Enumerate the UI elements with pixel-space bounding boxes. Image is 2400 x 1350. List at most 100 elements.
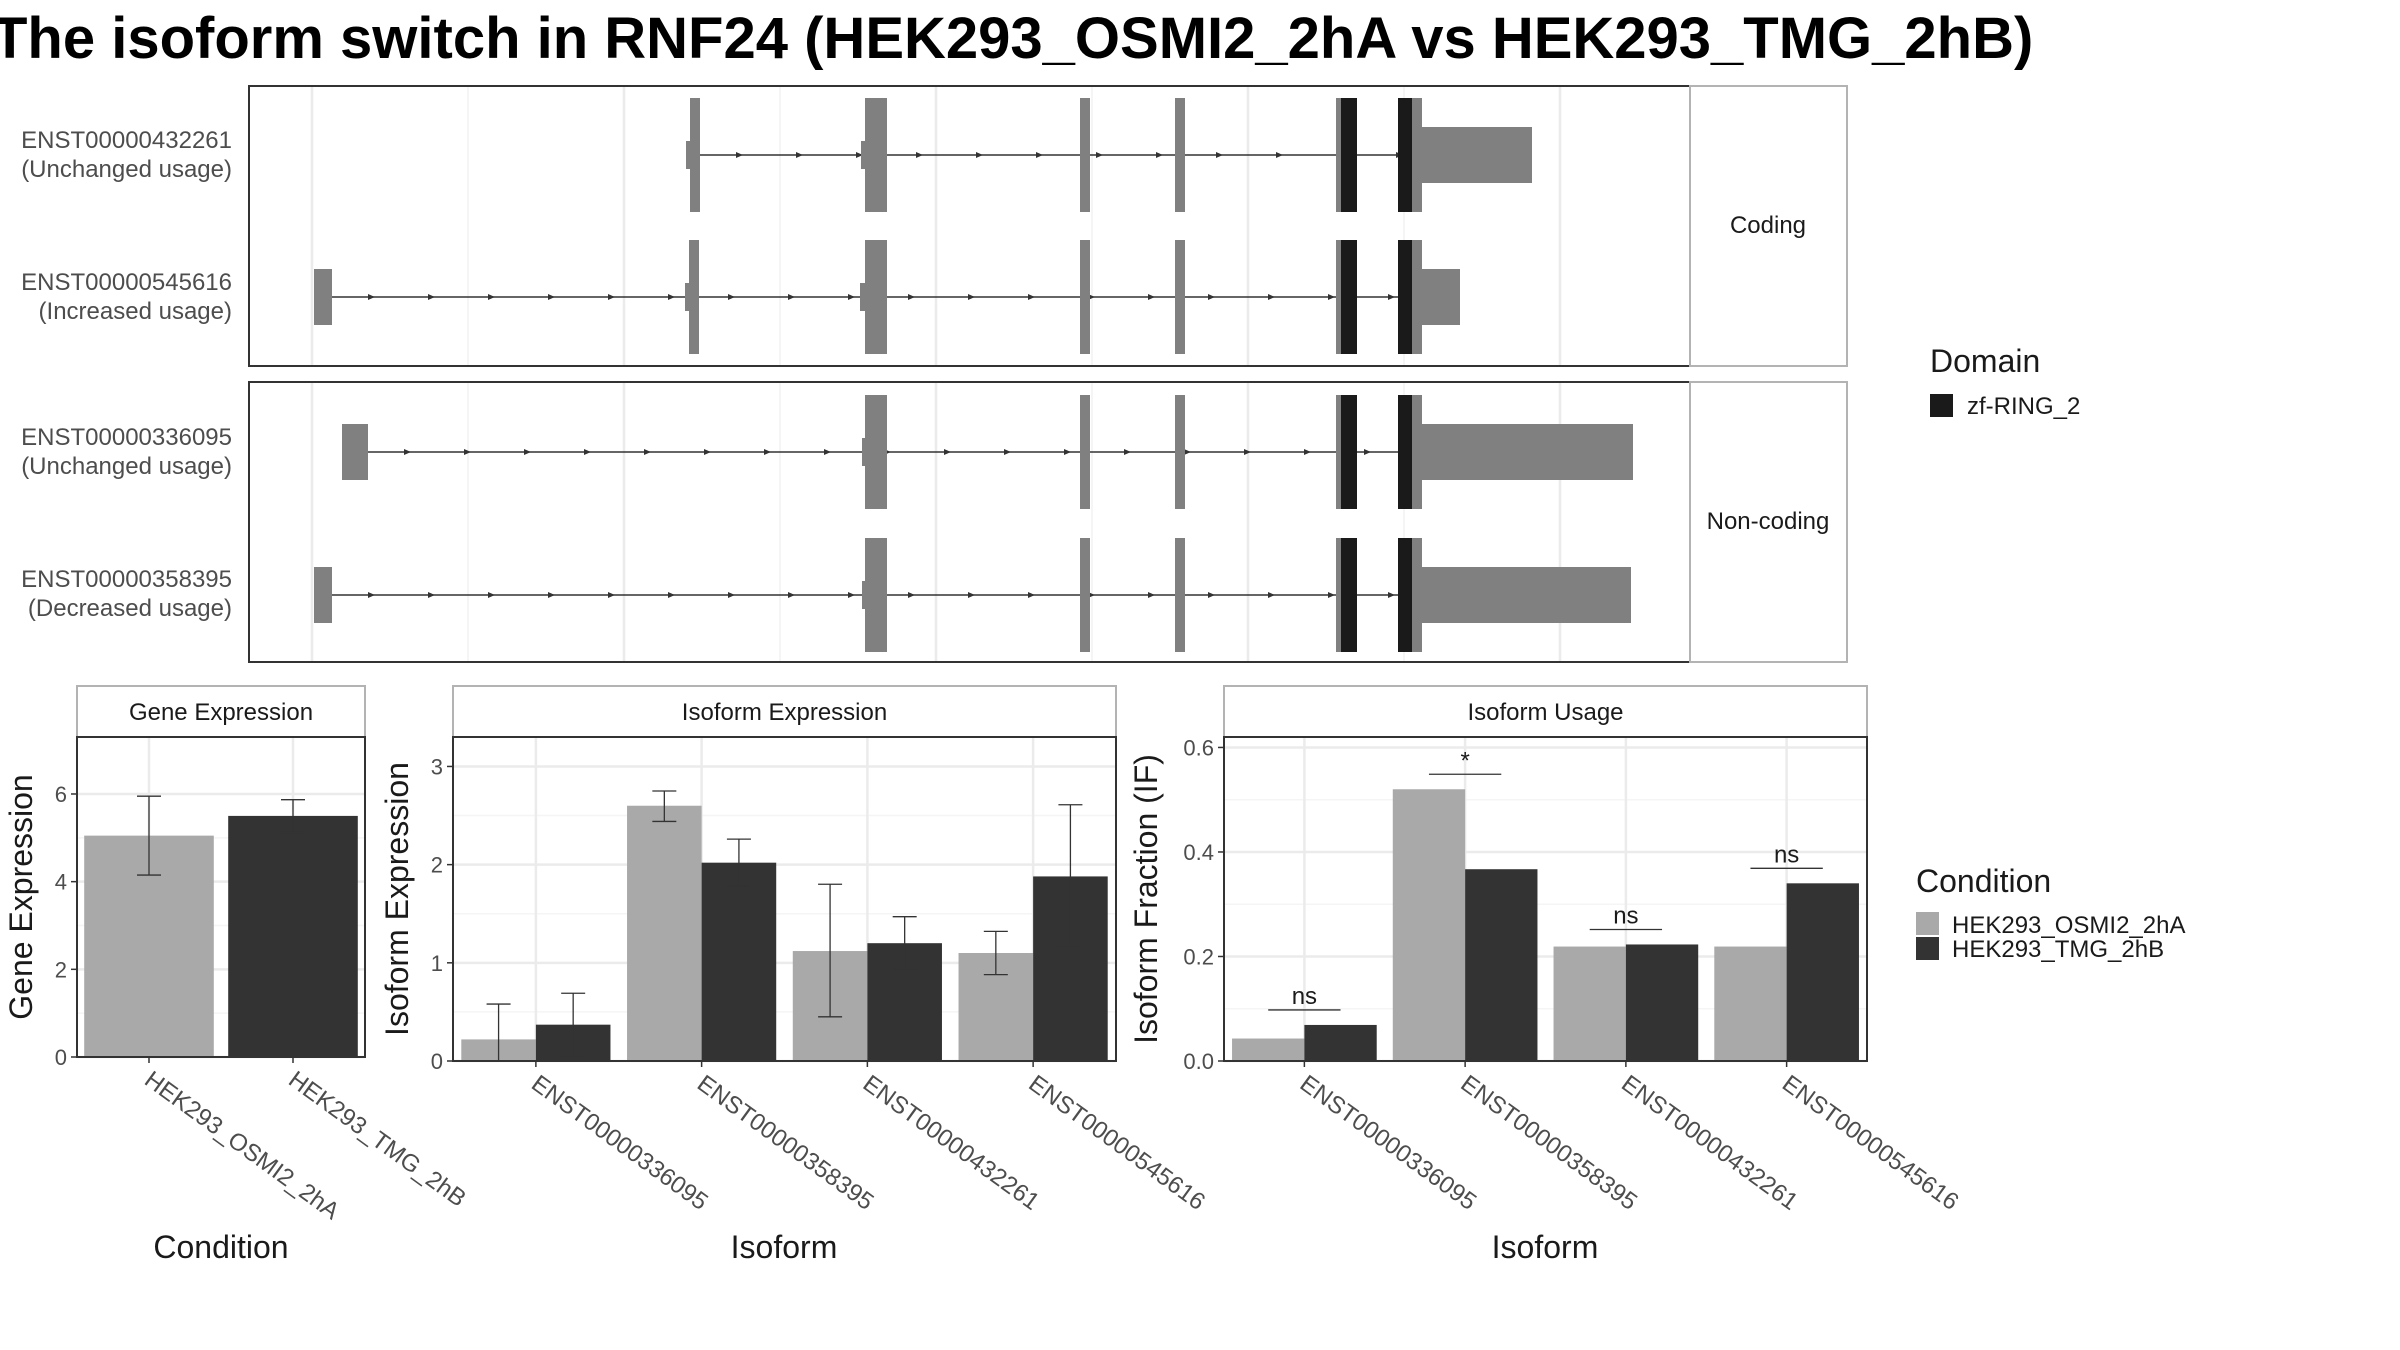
y-tick-label: 3 [431,754,443,779]
exon [314,269,332,325]
direction-arrow [584,449,591,455]
exon [1412,240,1422,354]
bar [228,815,358,1057]
direction-arrow [404,449,411,455]
direction-arrow [788,592,795,598]
utr-exon [1420,127,1532,183]
direction-arrow [524,449,531,455]
direction-arrow [976,152,983,158]
x-tick-label: ENST00000432261 [858,1070,1044,1216]
exon [865,240,887,354]
direction-arrow [488,294,495,300]
plot-border [452,736,1117,1062]
direction-arrow [944,449,951,455]
significance-label: ns [1774,841,1799,868]
domain-legend-label: zf-RING_2 [1967,393,2080,420]
direction-arrow [968,592,975,598]
direction-arrow [1208,592,1215,598]
bar [627,805,702,1061]
direction-arrow [368,294,375,300]
domain-block [1398,538,1412,652]
condition-legend-swatch [1916,937,1939,960]
y-tick-label: 6 [55,782,67,807]
x-tick-label: ENST00000358395 [692,1070,878,1216]
domain-block [1398,98,1412,212]
condition-legend-label: HEK293_TMG_2hB [1952,936,2164,963]
x-axis-title: Isoform [731,1229,838,1265]
utr-exon [860,283,865,311]
direction-arrow [608,592,615,598]
utr-exon [862,438,866,466]
panel-strip [452,685,1117,738]
exon [1175,98,1185,212]
y-tick-label: 1 [431,951,443,976]
exon [1080,240,1090,354]
y-tick-label: 4 [55,870,67,895]
panel-title: Gene Expression [129,699,313,726]
domain-legend-title: Domain [1930,343,2040,379]
direction-arrow [856,152,863,158]
bar [1465,869,1538,1061]
bar [1786,883,1859,1061]
x-tick-label: ENST00000336095 [526,1070,712,1216]
panel-strip [1223,685,1868,738]
direction-arrow [428,592,435,598]
exon [1080,395,1090,509]
y-axis-title: Isoform Expression [379,762,415,1036]
direction-arrow [1004,449,1011,455]
exon [1175,240,1185,354]
direction-arrow [368,592,375,598]
exon [689,240,699,354]
direction-arrow [1388,592,1395,598]
x-tick-label: ENST00000545616 [1777,1070,1963,1216]
y-tick-label: 0.2 [1183,944,1214,969]
direction-arrow [1148,294,1155,300]
exon [690,98,700,212]
utr-exon [1420,269,1460,325]
bar [1232,1038,1305,1061]
domain-block [1398,395,1412,509]
condition-legend-title: Condition [1916,863,2051,899]
direction-arrow [1364,449,1371,455]
direction-arrow [908,294,915,300]
direction-arrow [916,152,923,158]
coding-strip-label: Coding [1730,212,1806,239]
direction-arrow [488,592,495,598]
utr-exon [1420,424,1633,480]
direction-arrow [1148,592,1155,598]
plot-border [76,736,366,1058]
isoform-expression-chart: Isoform Expression0123ENST00000336095ENS… [379,685,1210,1265]
transcript-label-id: ENST00000432261 [21,127,232,154]
direction-arrow [788,294,795,300]
direction-arrow [736,152,743,158]
significance-label: * [1460,747,1469,774]
direction-arrow [1268,294,1275,300]
x-tick-label: ENST00000432261 [1616,1070,1802,1216]
utr-exon [1420,567,1631,623]
exon [1412,395,1422,509]
domain-legend: Domain zf-RING_2 [1930,343,2080,420]
condition-legend: Condition HEK293_OSMI2_2hA HEK293_TMG_2h… [1916,863,2185,963]
direction-arrow [1156,152,1163,158]
transcript-label-id: ENST00000358395 [21,566,232,593]
transcript-tracks [314,98,1633,652]
exon [1412,538,1422,652]
direction-arrow [728,592,735,598]
noncoding-strip [1689,381,1848,663]
x-axis-title: Isoform [1492,1229,1599,1265]
direction-arrow [1208,294,1215,300]
significance-label: ns [1292,983,1317,1010]
domain-block [1341,538,1357,652]
direction-arrow [548,592,555,598]
bar [1553,946,1626,1061]
domain-block [1341,240,1357,354]
exon [314,567,332,623]
utr-exon [686,141,692,169]
utr-exon [861,141,865,169]
domain-block [1398,240,1412,354]
y-tick-label: 0.0 [1183,1049,1214,1074]
direction-arrow [1328,592,1335,598]
direction-arrow [548,294,555,300]
condition-legend-label: HEK293_OSMI2_2hA [1952,912,2185,939]
direction-arrow [824,449,831,455]
